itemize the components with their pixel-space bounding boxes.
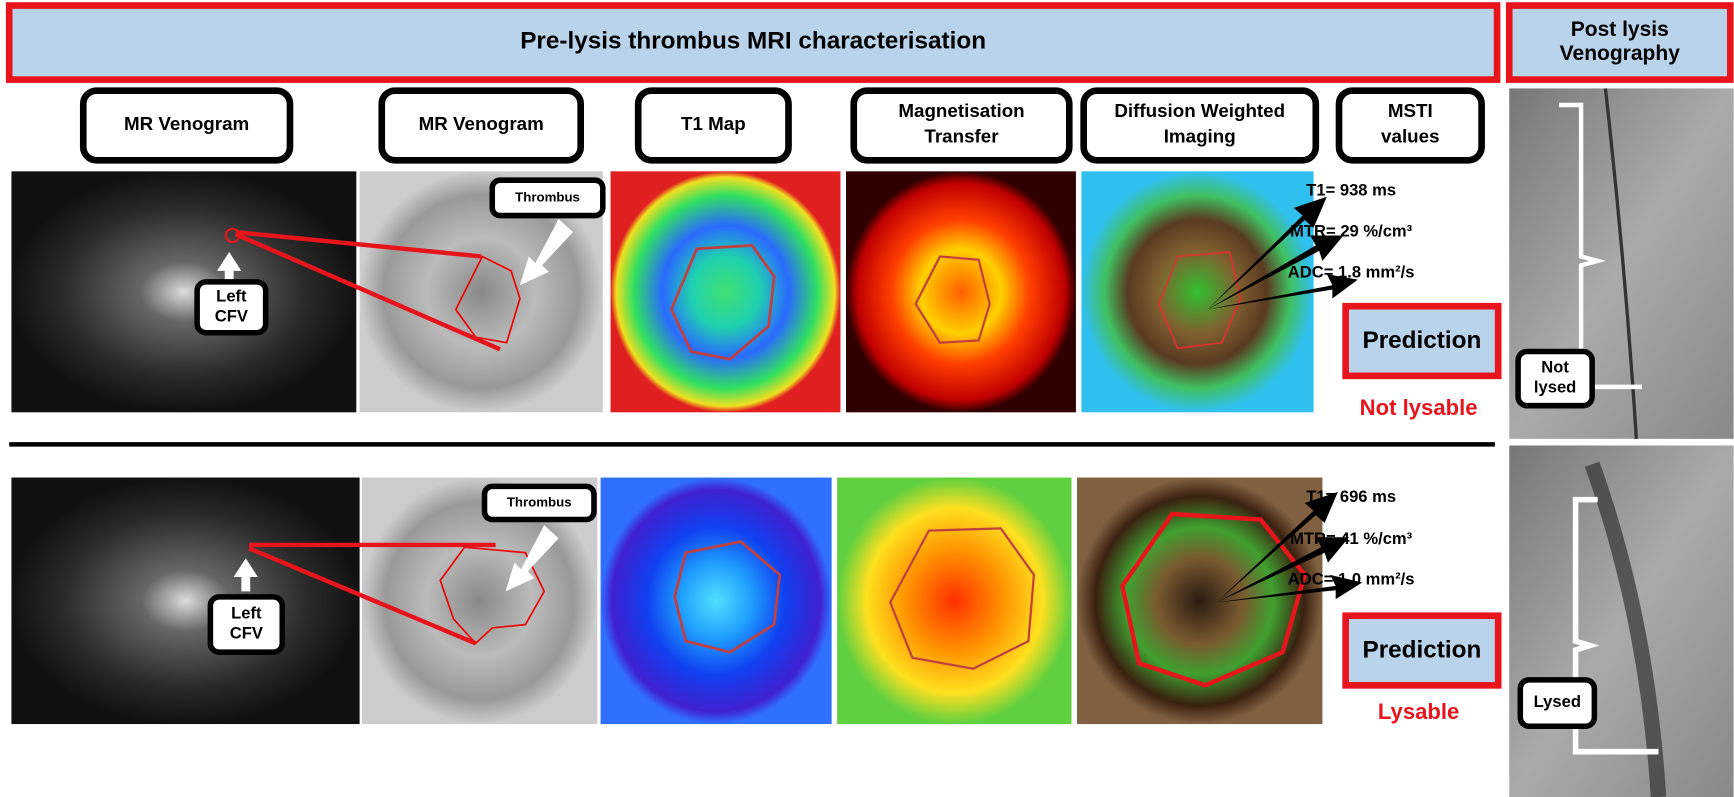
column-header-line: MR Venogram xyxy=(419,113,544,134)
column-header-line: MSTI xyxy=(1388,100,1433,121)
outcome: Lysable xyxy=(1378,699,1459,724)
vessel-label-line: Left xyxy=(231,604,262,623)
msti-value: MTR= 29 %/cm³ xyxy=(1290,222,1413,241)
mr-image xyxy=(11,171,356,412)
msti-value: T1= 696 ms xyxy=(1306,487,1396,506)
column-header-line: Transfer xyxy=(924,126,999,147)
outcome: Not lysable xyxy=(1360,395,1478,420)
thrombus-label: Thrombus xyxy=(507,494,572,509)
column-headers: MR Venogram MR Venogram T1 Map Magnetisatio… xyxy=(83,91,1481,161)
vessel-label-line: Left xyxy=(216,287,247,306)
venography-label-line: lysed xyxy=(1534,378,1576,397)
side-title-line: Post lysis xyxy=(1571,17,1669,40)
side-title-line: Venography xyxy=(1560,42,1681,65)
column-header-line: values xyxy=(1381,126,1439,147)
msti-value: MTR= 41 %/cm³ xyxy=(1290,529,1413,548)
column-header: MR Venogram xyxy=(124,113,249,134)
msti-value: ADC= 1.8 mm²/s xyxy=(1288,262,1415,281)
prediction: Prediction xyxy=(1363,327,1482,354)
column-header-line: T1 Map xyxy=(681,113,746,134)
t1-map xyxy=(601,478,832,725)
column-header-line: Diffusion Weighted xyxy=(1114,100,1285,121)
column-header: T1 Map xyxy=(681,113,746,134)
venography-label: Lysed xyxy=(1534,692,1581,711)
venography-label-line: Lysed xyxy=(1534,692,1581,711)
title: Pre-lysis thrombus MRI characterisation xyxy=(520,27,986,54)
venography-image xyxy=(1509,445,1733,797)
vessel-label-line: CFV xyxy=(215,307,248,326)
vessel-label-line: CFV xyxy=(230,624,263,643)
dwi-map xyxy=(1081,171,1313,412)
venography-label-line: Not xyxy=(1541,358,1569,377)
figure: Pre-lysis thrombus MRI characterisation … xyxy=(0,0,1734,797)
mt-map xyxy=(846,171,1076,412)
msti-value: T1= 938 ms xyxy=(1306,181,1396,200)
mt-map xyxy=(837,478,1071,725)
column-header-line: MR Venogram xyxy=(124,113,249,134)
thrombus-label: Thrombus xyxy=(515,189,580,204)
msti-value: ADC= 1.0 mm²/s xyxy=(1288,570,1415,589)
column-header-line: Magnetisation xyxy=(898,100,1024,121)
mr-image xyxy=(11,478,359,725)
prediction: Prediction xyxy=(1363,637,1482,664)
column-header-line: Imaging xyxy=(1164,126,1236,147)
t1-map xyxy=(611,171,841,412)
column-header: MR Venogram xyxy=(419,113,544,134)
